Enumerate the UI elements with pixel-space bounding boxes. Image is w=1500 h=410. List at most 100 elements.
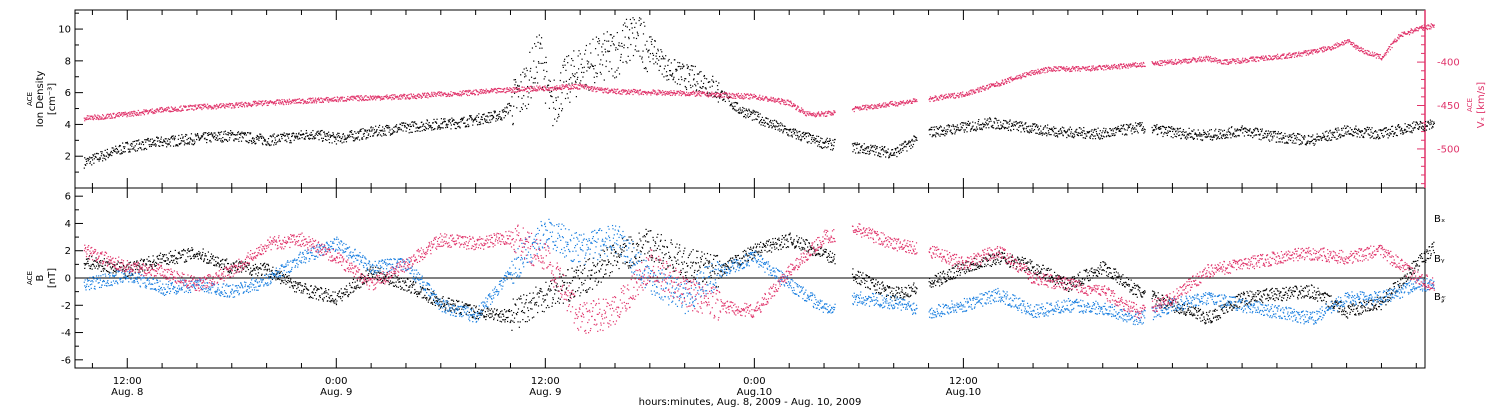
density-series-point bbox=[252, 141, 254, 143]
velocity-series-point bbox=[96, 116, 98, 118]
density-series-point bbox=[1425, 129, 1428, 131]
density-series-point bbox=[1342, 127, 1344, 129]
density-series-point bbox=[240, 134, 242, 136]
velocity-series-point bbox=[556, 85, 558, 87]
density-series-point bbox=[492, 117, 494, 119]
density-series-point bbox=[315, 133, 318, 135]
density-series-point bbox=[669, 70, 671, 72]
density-series-point bbox=[643, 21, 645, 23]
density-series-point bbox=[876, 147, 878, 150]
density-series-point bbox=[165, 138, 167, 140]
velocity-series-point bbox=[734, 95, 736, 98]
density-series-point bbox=[1386, 129, 1388, 131]
density-series-point bbox=[1132, 125, 1134, 127]
density-series-point bbox=[525, 67, 527, 69]
density-series-point bbox=[481, 118, 483, 121]
velocity-series-point bbox=[162, 108, 164, 110]
velocity-series-point bbox=[118, 111, 121, 114]
velocity-series-point bbox=[109, 113, 112, 115]
velocity-series-point bbox=[738, 95, 740, 97]
density-series-point bbox=[1006, 127, 1009, 129]
density-series-point bbox=[172, 138, 174, 140]
density-series-point bbox=[461, 117, 463, 119]
density-series-point bbox=[932, 126, 934, 128]
velocity-series-point bbox=[352, 96, 355, 98]
velocity-series-point bbox=[626, 93, 628, 95]
velocity-series-point bbox=[245, 103, 247, 105]
velocity-series-point bbox=[702, 91, 704, 93]
density-series bbox=[83, 17, 1435, 169]
density-series-point bbox=[1242, 128, 1244, 131]
density-series-point bbox=[1350, 133, 1352, 135]
density-series-point bbox=[496, 114, 498, 117]
velocity-series-point bbox=[372, 99, 374, 101]
density-series-point bbox=[263, 137, 265, 139]
velocity-series-point bbox=[525, 88, 527, 90]
density-series-point bbox=[942, 129, 944, 131]
density-series-point bbox=[641, 56, 643, 58]
density-series-point bbox=[414, 121, 416, 123]
density-series-point bbox=[856, 147, 858, 150]
density-series-point bbox=[795, 134, 797, 137]
velocity-series-point bbox=[693, 91, 696, 94]
density-series-point bbox=[996, 119, 998, 122]
density-series-point bbox=[645, 67, 647, 69]
density-series-point bbox=[971, 126, 973, 128]
density-series-point bbox=[290, 140, 292, 142]
velocity-series-point bbox=[270, 100, 272, 102]
velocity-series-point bbox=[802, 110, 804, 112]
velocity-series-point bbox=[111, 116, 113, 118]
density-series-point bbox=[586, 60, 588, 62]
velocity-series-point bbox=[494, 88, 497, 90]
velocity-series-point bbox=[490, 88, 493, 90]
density-series-point bbox=[459, 126, 461, 128]
velocity-series-point bbox=[554, 85, 556, 88]
density-series-point bbox=[1182, 130, 1184, 133]
density-series-point bbox=[148, 144, 150, 146]
velocity-series-point bbox=[390, 94, 392, 97]
density-series-point bbox=[1291, 142, 1293, 144]
density-series-point bbox=[1019, 125, 1021, 127]
density-series-point bbox=[874, 148, 877, 150]
velocity-series-point bbox=[665, 90, 667, 93]
velocity-series-point bbox=[461, 91, 463, 93]
velocity-series-point bbox=[233, 107, 235, 109]
density-series-point bbox=[1251, 132, 1253, 134]
density-series-point bbox=[127, 143, 129, 145]
velocity-series-point bbox=[603, 89, 605, 91]
density-series-point bbox=[1394, 126, 1397, 128]
density-series-point bbox=[147, 138, 149, 140]
velocity-series-point bbox=[322, 101, 324, 103]
density-series-point bbox=[501, 109, 503, 111]
velocity-series-point bbox=[316, 98, 318, 101]
velocity-series-point bbox=[784, 104, 787, 106]
density-series-point bbox=[619, 59, 621, 62]
density-series-point bbox=[758, 122, 760, 124]
density-series-point bbox=[1176, 133, 1178, 135]
density-series-point bbox=[865, 147, 868, 149]
density-series-point bbox=[438, 125, 440, 127]
velocity-series-point bbox=[854, 108, 856, 110]
velocity-series-point bbox=[222, 105, 224, 107]
density-series-point bbox=[116, 148, 119, 151]
density-series-point bbox=[260, 133, 262, 135]
density-series-point bbox=[445, 124, 447, 126]
density-series-point bbox=[780, 122, 782, 124]
velocity-series-point bbox=[365, 95, 367, 97]
density-series-point bbox=[489, 115, 491, 117]
density-series-point bbox=[1155, 128, 1158, 130]
velocity-series-point bbox=[480, 92, 482, 95]
density-series-point bbox=[1157, 127, 1159, 129]
density-series-point bbox=[202, 135, 204, 137]
density-series-point bbox=[1005, 120, 1007, 122]
density-series-point bbox=[1266, 132, 1269, 135]
velocity-series-point bbox=[184, 105, 186, 107]
density-series-point bbox=[99, 158, 102, 160]
density-series-point bbox=[501, 119, 503, 121]
density-series-point bbox=[1166, 132, 1168, 135]
velocity-series-point bbox=[246, 106, 248, 108]
density-series-point bbox=[469, 115, 471, 118]
density-series-point bbox=[661, 51, 663, 53]
density-series-point bbox=[101, 153, 103, 155]
density-series-point bbox=[301, 137, 303, 139]
